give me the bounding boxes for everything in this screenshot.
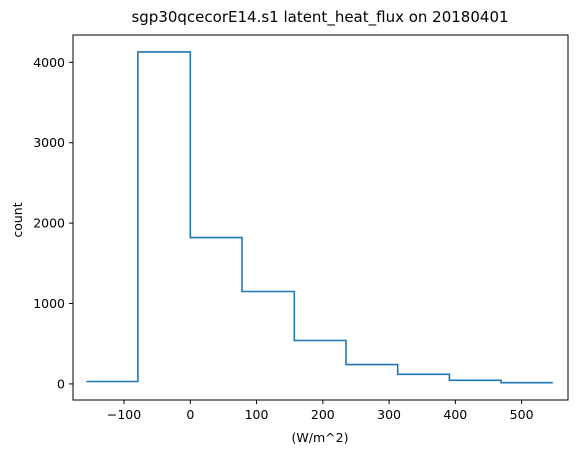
histogram-step-line (86, 51, 553, 384)
x-tick-label: 0 (186, 407, 194, 422)
chart-title: sgp30qcecorE14.s1 latent_heat_flux on 20… (131, 8, 508, 27)
x-tick-label: 200 (311, 407, 335, 422)
plot-area: −100 0 100 200 300 400 500 0 1000 2000 3000 4000 (33, 34, 569, 422)
x-tick-label: 400 (443, 407, 467, 422)
histogram-bin-1 (138, 52, 190, 384)
histogram-bin-3 (242, 291, 294, 383)
y-tick-label: 2000 (33, 216, 65, 231)
y-tick-label: 1000 (33, 296, 65, 311)
x-tick-label: 300 (377, 407, 401, 422)
x-axis-label: (W/m^2) (292, 430, 349, 445)
axes-frame (72, 34, 569, 401)
x-tick-label: 500 (510, 407, 534, 422)
histogram-bin-2 (190, 238, 242, 384)
x-tick-label: 100 (245, 407, 269, 422)
histogram-bin-6 (398, 374, 450, 384)
x-tick-label: −100 (107, 407, 141, 422)
histogram-bin-8 (501, 383, 553, 384)
histogram-bin-4 (294, 341, 346, 384)
histogram-bin-5 (346, 365, 398, 384)
y-tick-label: 4000 (33, 55, 65, 70)
y-tick-label: 0 (57, 376, 65, 391)
y-tick-label: 3000 (33, 135, 65, 150)
y-axis-label: count (10, 202, 25, 237)
histogram-bin-0 (86, 382, 138, 384)
histogram-bin-7 (449, 380, 501, 384)
